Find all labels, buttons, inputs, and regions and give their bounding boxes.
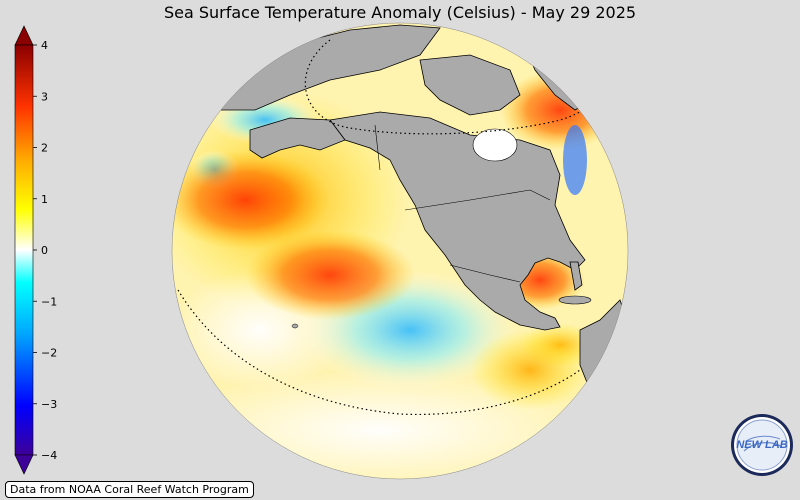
alaska-canada-border	[374, 124, 381, 171]
colorbar-tick-label: −2	[41, 347, 57, 360]
colorbar-tick-label: 4	[41, 39, 48, 52]
land-hawaii	[291, 323, 299, 329]
hudson-bay	[472, 128, 518, 162]
us-mexico-border	[449, 264, 521, 283]
globe-outline	[171, 22, 629, 480]
anomaly-warm-east-pacific	[470, 330, 590, 410]
svg-text:NEW LAB: NEW LAB	[736, 439, 787, 451]
anomaly-warm-north-pacific	[172, 150, 330, 250]
data-credit: Data from NOAA Coral Reef Watch Program	[5, 481, 254, 498]
anomaly-warm-subtropical	[245, 230, 415, 320]
colorbar-tick-label: −3	[41, 398, 57, 411]
map-title: Sea Surface Temperature Anomaly (Celsius…	[163, 3, 637, 22]
colorbar-tick-label: 2	[41, 142, 48, 155]
lab-logo: NEW LAB	[731, 414, 793, 476]
land-florida	[569, 261, 583, 291]
land-north-america	[329, 111, 586, 331]
colorbar-tick-label: 3	[41, 90, 48, 103]
colorbar-tick-label: 0	[41, 244, 48, 257]
land-cuba	[558, 295, 592, 305]
anomaly-cool-newfoundland	[563, 125, 587, 195]
colorbar-tick-label: −1	[41, 295, 57, 308]
colorbar-tick-label: 1	[41, 193, 48, 206]
colorbar-min-arrow	[14, 454, 34, 475]
land-alaska	[249, 117, 346, 159]
colorbar-tick-label: −4	[41, 449, 57, 462]
canada-us-border	[404, 189, 551, 211]
land-canadian-archipelago	[419, 54, 521, 116]
anomaly-warm-labrador	[500, 70, 620, 150]
